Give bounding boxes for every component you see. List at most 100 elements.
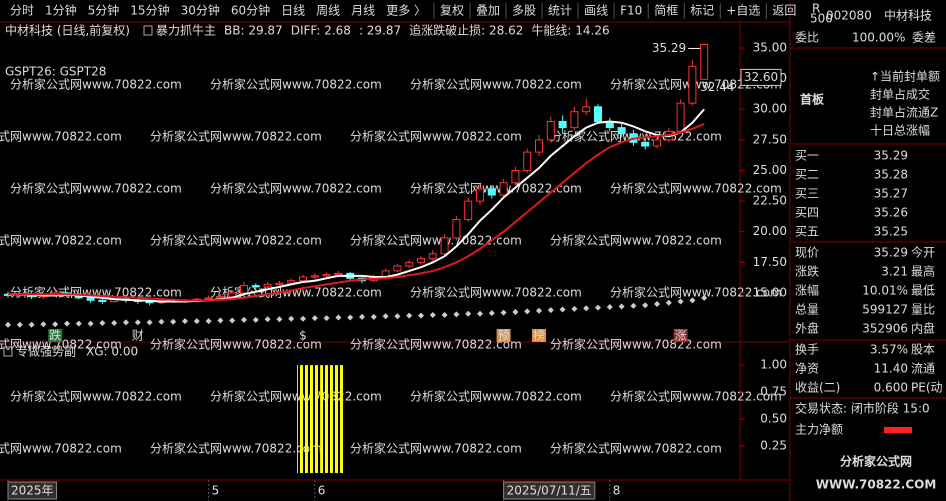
- period-tab[interactable]: 30分钟: [181, 3, 220, 18]
- stat-label: 股本: [911, 343, 935, 357]
- indicator-value: : 29.87: [359, 24, 401, 38]
- dot: [193, 318, 200, 325]
- value: 100.00%: [852, 31, 905, 45]
- moving-average: [8, 108, 705, 303]
- watermark: 分析家公式网www.70822.com: [0, 441, 122, 456]
- stat-value: 352906: [862, 322, 908, 336]
- xg-bar: [320, 365, 333, 473]
- tool-button[interactable]: +自选: [726, 4, 760, 18]
- dot: [689, 297, 696, 304]
- tool-button[interactable]: 多股: [512, 4, 536, 18]
- dot: [524, 308, 531, 315]
- period-tab[interactable]: 60分钟: [231, 3, 270, 18]
- event-marker-bg: [48, 329, 63, 342]
- bid-price: 35.25: [874, 225, 908, 239]
- y-tick-label: 0.50: [760, 412, 787, 426]
- icon: [143, 25, 153, 36]
- watermark: 分析家公式网www.70822.com: [350, 337, 522, 352]
- candle-body: [310, 275, 319, 278]
- watermark: 分析家公式网www.70822.com: [350, 233, 522, 248]
- candle-body: [98, 299, 107, 303]
- dot: [75, 320, 82, 327]
- dot: [571, 305, 578, 312]
- candle-body: [653, 139, 661, 147]
- y-tick-label: 25.00: [753, 163, 787, 177]
- tool-button[interactable]: 叠加: [476, 4, 500, 18]
- watermark: 分析家公式网www.70822.com: [0, 129, 122, 144]
- stat-value: 0.600: [874, 381, 908, 395]
- tool-button[interactable]: 画线: [584, 4, 608, 18]
- board-label: 首板: [800, 92, 825, 107]
- watermark: 分析家公式网www.70822.com: [550, 233, 722, 248]
- candle-body: [263, 283, 272, 288]
- cursor-box: [740, 68, 782, 86]
- tool-button[interactable]: 复权: [440, 4, 464, 18]
- tool-button[interactable]: 统计: [548, 4, 572, 18]
- tool-button[interactable]: 标记: [690, 4, 714, 18]
- dot: [547, 307, 554, 314]
- dot: [87, 320, 94, 327]
- watermark: 分析家公式网www.70822.com: [10, 389, 182, 404]
- period-tab[interactable]: 5分钟: [88, 3, 120, 18]
- period-tab[interactable]: 周线: [316, 4, 340, 18]
- watermark: 分析家公式网www.70822.com: [210, 389, 382, 404]
- stat-label: 总量: [795, 303, 819, 317]
- date-label: 2025年: [11, 484, 54, 498]
- period-tab[interactable]: 1分钟: [45, 3, 77, 18]
- watermark: 分析家公式网www.70822.com: [0, 233, 122, 248]
- label: 委比: [795, 31, 819, 45]
- badge: 500: [810, 12, 833, 26]
- candle-body: [641, 141, 650, 147]
- event-marker: $: [299, 329, 307, 343]
- stat-label: 收益(二): [795, 381, 840, 395]
- status: 交易状态: 闭市阶段 15:0: [795, 401, 930, 416]
- period-tab[interactable]: 15分钟: [130, 3, 169, 18]
- flow-bar: [884, 427, 912, 433]
- y-tick-label: 17.50: [753, 255, 787, 269]
- period-tab[interactable]: 分时: [10, 4, 34, 18]
- dot: [500, 309, 507, 316]
- date-label: 2025/07/11/五: [507, 484, 592, 498]
- candle-body: [334, 272, 343, 276]
- dot: [347, 314, 354, 321]
- candle-body: [676, 102, 685, 132]
- tool-button[interactable]: 返回: [772, 4, 796, 18]
- stock-name: 中材科技: [884, 8, 932, 23]
- y-tick-label: 35.00: [753, 41, 787, 55]
- candle-body: [594, 106, 602, 122]
- y-tick-label: 0.25: [760, 439, 787, 453]
- candle-body: [216, 296, 225, 299]
- stat-label: 涨幅: [795, 283, 819, 298]
- xg-bar: [297, 365, 309, 473]
- dot: [252, 316, 259, 323]
- tool-button[interactable]: 简框: [654, 4, 678, 18]
- dot: [276, 316, 283, 323]
- stat-label: PE(动: [911, 381, 943, 395]
- panel-title: 专做强势副: [16, 344, 76, 359]
- candle-body: [228, 292, 237, 298]
- dot: [99, 319, 106, 326]
- tool-button[interactable]: F10: [620, 4, 642, 18]
- dot: [606, 304, 613, 311]
- event-marker: 涨: [675, 328, 687, 343]
- candle-body: [535, 139, 543, 153]
- dot: [406, 312, 413, 319]
- logo: WWW.70822.COM: [816, 478, 937, 492]
- event-marker-bg: [296, 329, 310, 342]
- dot: [595, 304, 601, 311]
- dot: [382, 313, 389, 320]
- stat-label: 外盘: [795, 321, 819, 336]
- candle-body: [275, 282, 284, 285]
- indicator-name: 暴力抓牛主: [156, 23, 216, 38]
- period-tab[interactable]: 月线: [351, 4, 375, 18]
- dot: [123, 319, 129, 326]
- dot: [16, 321, 23, 328]
- candle-body: [487, 188, 496, 196]
- stat-label: 今开: [911, 245, 935, 260]
- period-tab[interactable]: 日线: [281, 4, 305, 18]
- dot: [146, 319, 153, 326]
- indicator-value: BB: 29.87: [224, 24, 283, 38]
- stat-label: 现价: [795, 246, 819, 260]
- period-tab[interactable]: 更多 〉: [386, 4, 426, 18]
- dot: [536, 307, 542, 314]
